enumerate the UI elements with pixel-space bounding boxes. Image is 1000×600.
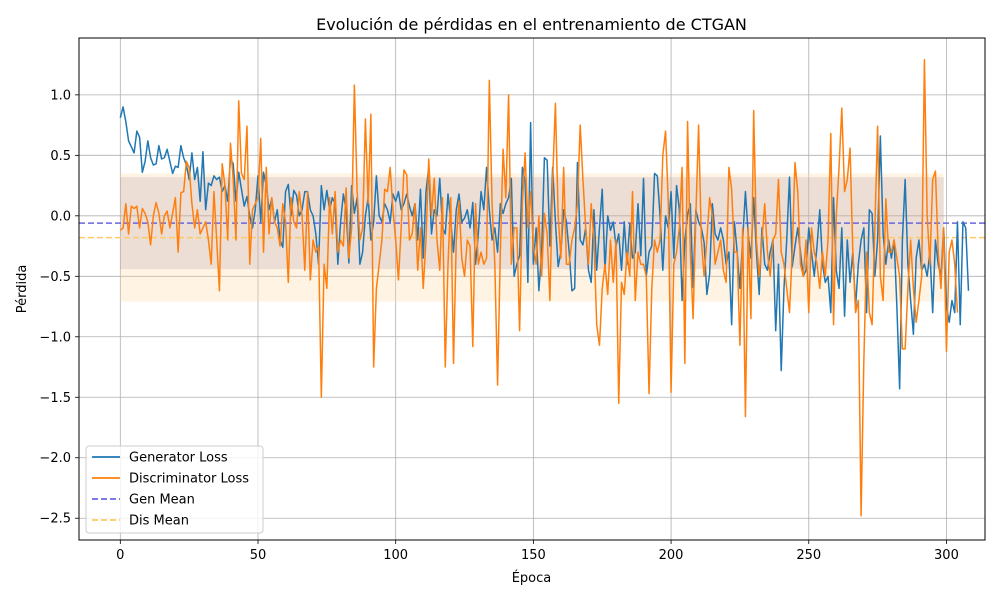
plot-area	[78, 37, 986, 541]
legend-label: Generator Loss	[129, 451, 228, 466]
x-tick-label: 300	[934, 548, 959, 563]
y-tick-label: −2.5	[39, 512, 71, 527]
series-lines	[119, 59, 970, 517]
legend-label: Discriminator Loss	[129, 472, 249, 487]
y-tick-label: −1.0	[39, 330, 71, 345]
y-axis-label: Pérdida	[15, 265, 30, 314]
x-tick-label: 250	[796, 548, 821, 563]
y-tick-label: −1.5	[39, 391, 71, 406]
x-axis-label: Época	[512, 570, 552, 586]
legend: Generator Loss Discriminator Loss Gen Mean…	[85, 445, 264, 534]
y-tick-label: 0.0	[50, 209, 71, 224]
legend-box	[85, 445, 264, 534]
y-tick-label: −2.0	[39, 451, 71, 466]
x-axis-ticks: 0 50 100 150 200 250 300	[116, 540, 959, 563]
x-tick-label: 50	[250, 548, 267, 563]
x-tick-label: 0	[116, 548, 124, 563]
y-tick-label: 0.5	[50, 149, 71, 164]
x-tick-label: 200	[659, 548, 684, 563]
y-axis-ticks: −2.5 −2.0 −1.5 −1.0 −0.5 0.0 0.5 1.0	[39, 88, 79, 527]
x-tick-label: 100	[383, 548, 408, 563]
legend-label: Gen Mean	[129, 493, 195, 508]
y-tick-label: −0.5	[39, 270, 71, 285]
x-tick-label: 150	[521, 548, 546, 563]
legend-label: Dis Mean	[129, 514, 189, 529]
series-line	[119, 59, 959, 517]
y-tick-label: 1.0	[50, 88, 71, 103]
plot-frame	[78, 37, 986, 541]
chart-title: Evolución de pérdidas en el entrenamient…	[316, 15, 747, 34]
